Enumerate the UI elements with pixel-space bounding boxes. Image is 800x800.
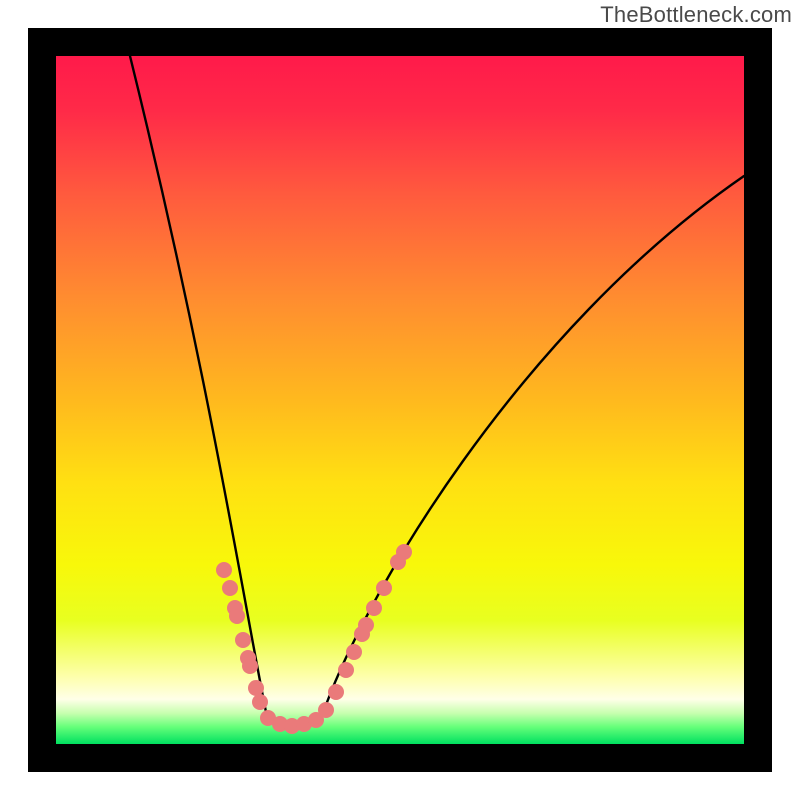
marker-point [358, 617, 374, 633]
marker-point [396, 544, 412, 560]
marker-point [318, 702, 334, 718]
marker-point [366, 600, 382, 616]
marker-point [229, 608, 245, 624]
marker-point [242, 658, 258, 674]
chart-container: TheBottleneck.com [0, 0, 800, 800]
marker-point [338, 662, 354, 678]
marker-point [376, 580, 392, 596]
marker-point [235, 632, 251, 648]
watermark-text: TheBottleneck.com [600, 2, 792, 28]
marker-point [346, 644, 362, 660]
marker-point [222, 580, 238, 596]
marker-point [252, 694, 268, 710]
marker-point [216, 562, 232, 578]
marker-point [248, 680, 264, 696]
gradient-background [56, 56, 744, 744]
marker-point [328, 684, 344, 700]
chart-svg [0, 0, 800, 800]
